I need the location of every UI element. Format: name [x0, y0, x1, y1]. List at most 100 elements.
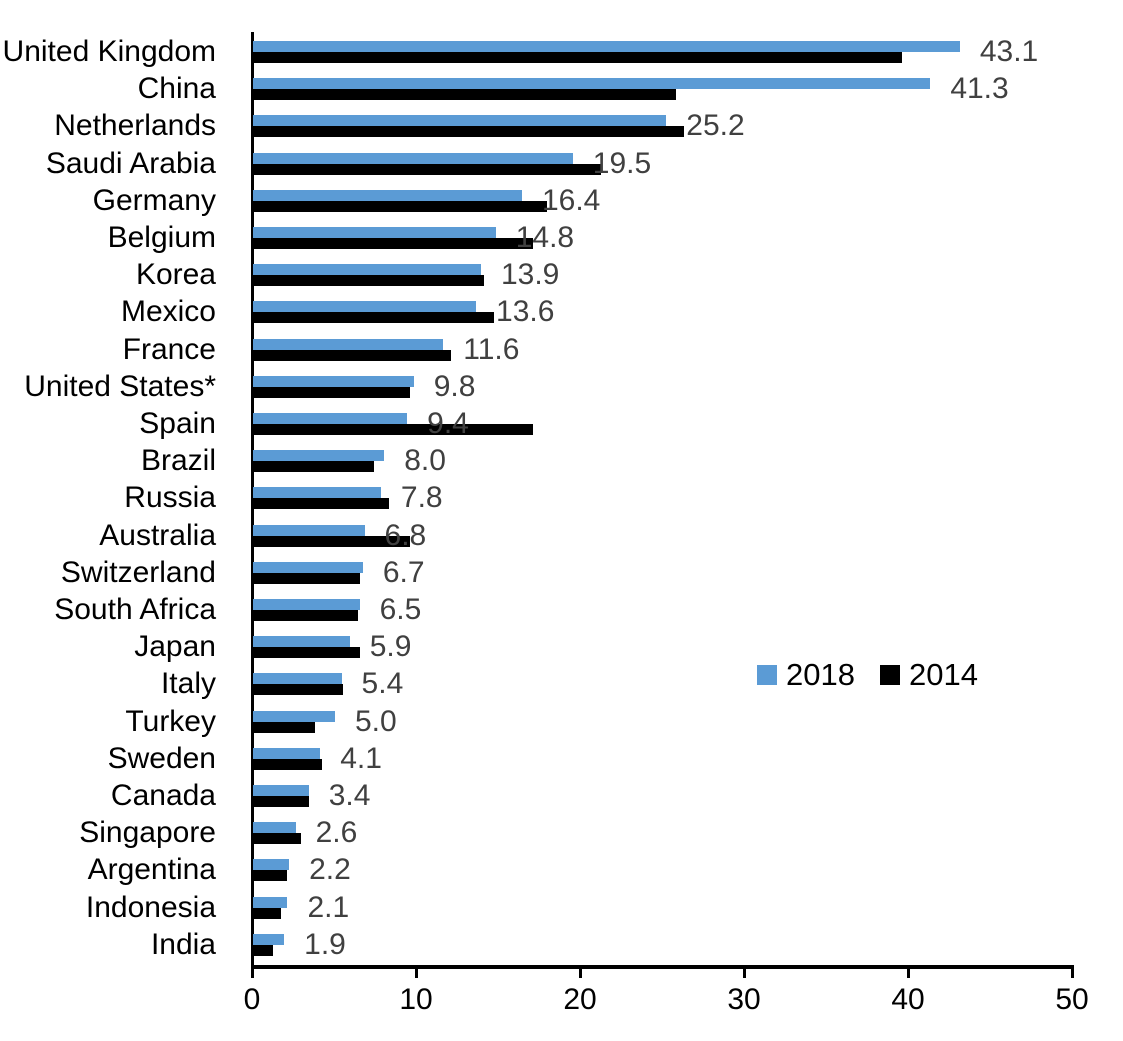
category-label: Germany — [92, 183, 216, 217]
legend: 2018 2014 — [757, 659, 978, 690]
category-label: Brazil — [140, 444, 216, 478]
value-label: 5.4 — [361, 667, 404, 701]
bar-2014 — [253, 386, 411, 398]
value-label: 6.8 — [384, 518, 427, 552]
legend-swatch-2018 — [757, 664, 777, 685]
category-label: Netherlands — [54, 109, 216, 143]
x-axis-line — [251, 965, 1074, 969]
bar-2018 — [253, 487, 381, 499]
bar-2014 — [253, 647, 360, 659]
bar-2018 — [253, 152, 573, 164]
value-label: 11.6 — [463, 332, 520, 366]
category-label: Belgium — [107, 221, 216, 254]
value-label: 6.7 — [382, 555, 425, 589]
bar-2014 — [253, 89, 677, 101]
value-label: 13.9 — [500, 258, 560, 292]
category-label: France — [122, 332, 216, 366]
bar-2018 — [253, 933, 285, 945]
category-label: Australia — [99, 518, 216, 552]
value-label: 5.0 — [355, 704, 397, 738]
bar-2014 — [253, 758, 322, 770]
bar-2014 — [253, 870, 288, 882]
bar-2014 — [253, 275, 485, 287]
category-label: Korea — [135, 258, 216, 292]
bar-2014 — [253, 461, 375, 473]
bar-2014 — [253, 833, 301, 845]
value-label: 5.9 — [369, 630, 412, 664]
value-label: 2.2 — [309, 853, 351, 887]
category-label: Singapore — [79, 816, 216, 850]
value-label: 7.8 — [400, 481, 443, 515]
x-tick-label: 40 — [891, 983, 925, 1016]
value-label: 2.1 — [307, 890, 350, 924]
bar-2014 — [253, 238, 534, 249]
category-label: India — [150, 927, 216, 961]
legend-item-2014: 2014 — [879, 657, 978, 692]
bar-2018 — [253, 822, 296, 834]
bar-2018 — [253, 524, 365, 536]
category-label: Turkey — [125, 704, 216, 738]
value-label: 19.5 — [592, 146, 652, 180]
bar-2018 — [253, 338, 444, 350]
x-tick-label: 0 — [243, 983, 261, 1016]
bar-2014 — [253, 349, 452, 361]
category-label: Indonesia — [85, 890, 216, 924]
bar-2018 — [253, 747, 321, 759]
category-label: United Kingdom — [2, 35, 216, 68]
bar-2014 — [253, 721, 316, 733]
bar-2014 — [253, 684, 344, 696]
category-label: Sweden — [107, 741, 216, 775]
category-label: Italy — [160, 667, 216, 701]
bar-2018 — [253, 227, 496, 238]
bar-2018 — [253, 859, 290, 871]
bar-2014 — [253, 944, 273, 956]
x-tick-mark — [250, 969, 254, 978]
bar-2018 — [253, 115, 667, 127]
bar-2014 — [253, 498, 390, 510]
x-tick-mark — [742, 969, 746, 978]
category-label: China — [137, 72, 216, 106]
x-tick-label: 20 — [563, 983, 597, 1016]
bar-2014 — [253, 907, 281, 919]
x-tick-label: 10 — [399, 983, 433, 1016]
bar-2014 — [253, 535, 411, 547]
bar-2018 — [253, 896, 288, 908]
bar-2018 — [253, 599, 360, 610]
bar-2018 — [253, 413, 408, 424]
value-label: 2.6 — [315, 816, 358, 850]
category-label: Mexico — [120, 295, 216, 329]
y-axis-line — [251, 32, 254, 969]
bar-2018 — [253, 41, 960, 52]
value-label: 25.2 — [686, 109, 745, 143]
x-tick-mark — [906, 969, 910, 978]
value-label: 9.8 — [433, 369, 476, 403]
bar-2018 — [253, 561, 363, 573]
value-label: 43.1 — [979, 35, 1039, 68]
x-tick-label: 30 — [727, 983, 761, 1016]
bar-2014 — [253, 126, 685, 138]
bar-2018 — [253, 78, 931, 90]
category-label: Russia — [124, 481, 216, 515]
value-label: 14.8 — [515, 221, 575, 254]
category-label: Argentina — [87, 853, 216, 887]
bar-2018 — [253, 710, 335, 722]
x-tick-mark — [1070, 969, 1074, 978]
x-tick-label: 50 — [1055, 983, 1089, 1016]
bar-2018 — [253, 673, 342, 685]
category-label: South Africa — [54, 593, 216, 626]
bar-2018 — [253, 375, 414, 387]
bar-2014 — [253, 163, 601, 175]
x-tick-mark — [414, 969, 418, 978]
legend-label-2014: 2014 — [908, 657, 978, 692]
value-label: 41.3 — [950, 72, 1009, 106]
legend-item-2018: 2018 — [757, 659, 855, 690]
category-label: Switzerland — [60, 555, 216, 589]
bar-2018 — [253, 785, 309, 796]
category-label: Saudi Arabia — [45, 146, 216, 180]
category-label: United States* — [24, 369, 216, 403]
category-label: Spain — [139, 407, 216, 440]
bar-2018 — [253, 450, 385, 462]
value-label: 3.4 — [328, 779, 371, 812]
category-label: Japan — [134, 630, 216, 664]
